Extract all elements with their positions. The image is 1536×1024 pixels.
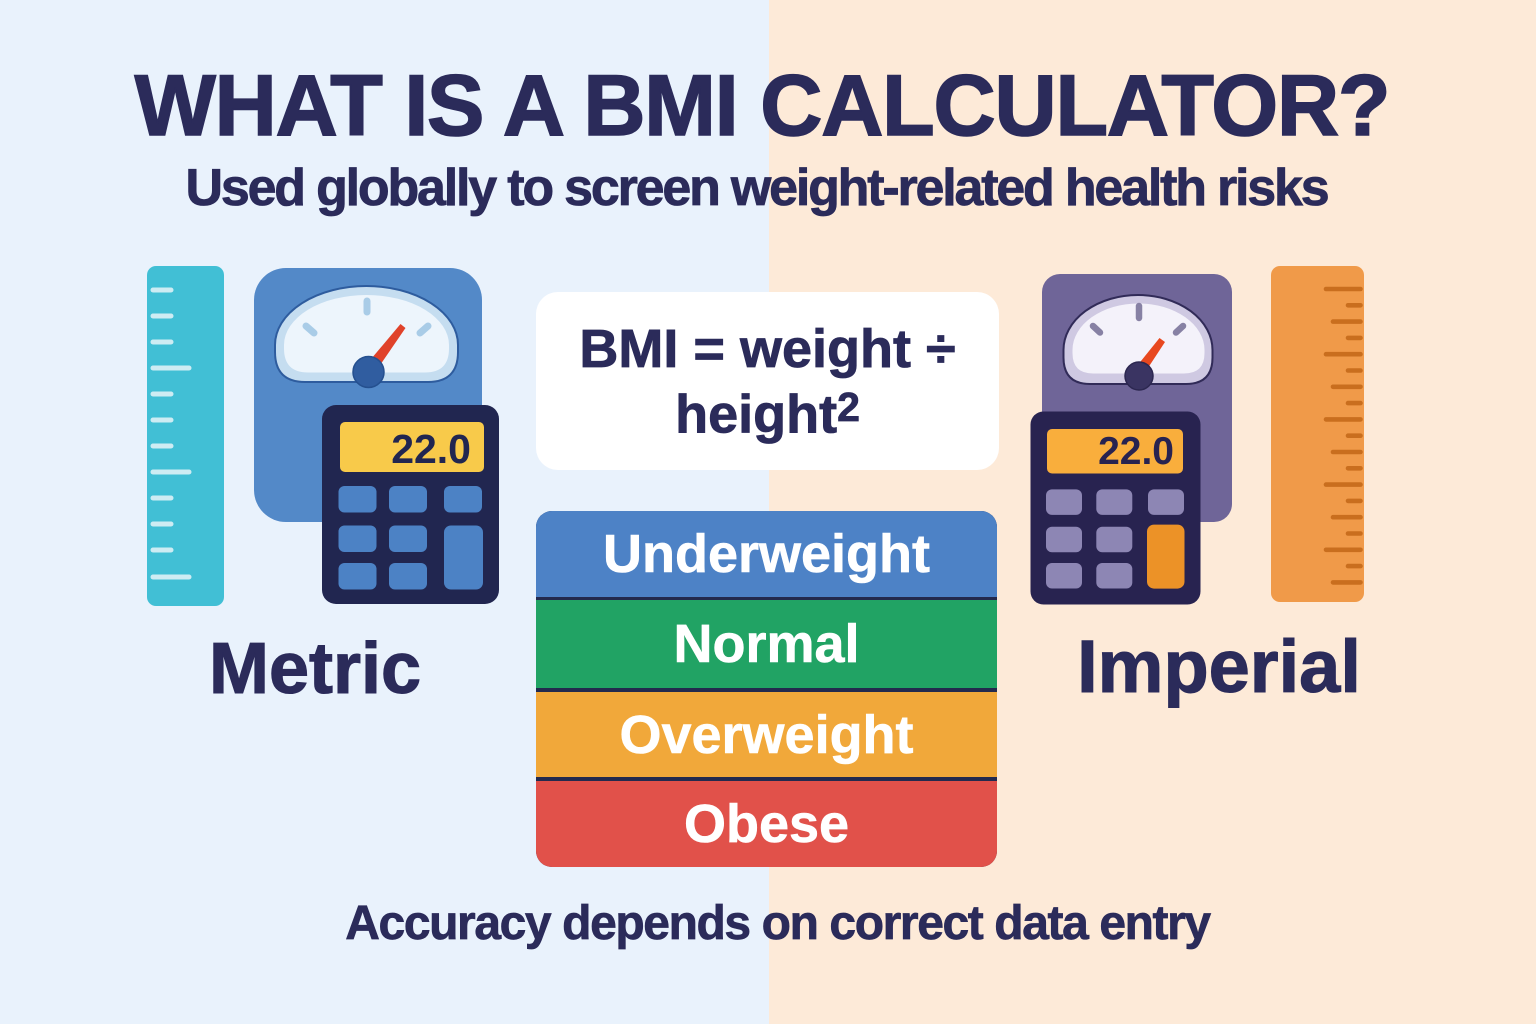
svg-text:22.0: 22.0 <box>391 426 471 472</box>
svg-text:22.0: 22.0 <box>1098 430 1174 473</box>
